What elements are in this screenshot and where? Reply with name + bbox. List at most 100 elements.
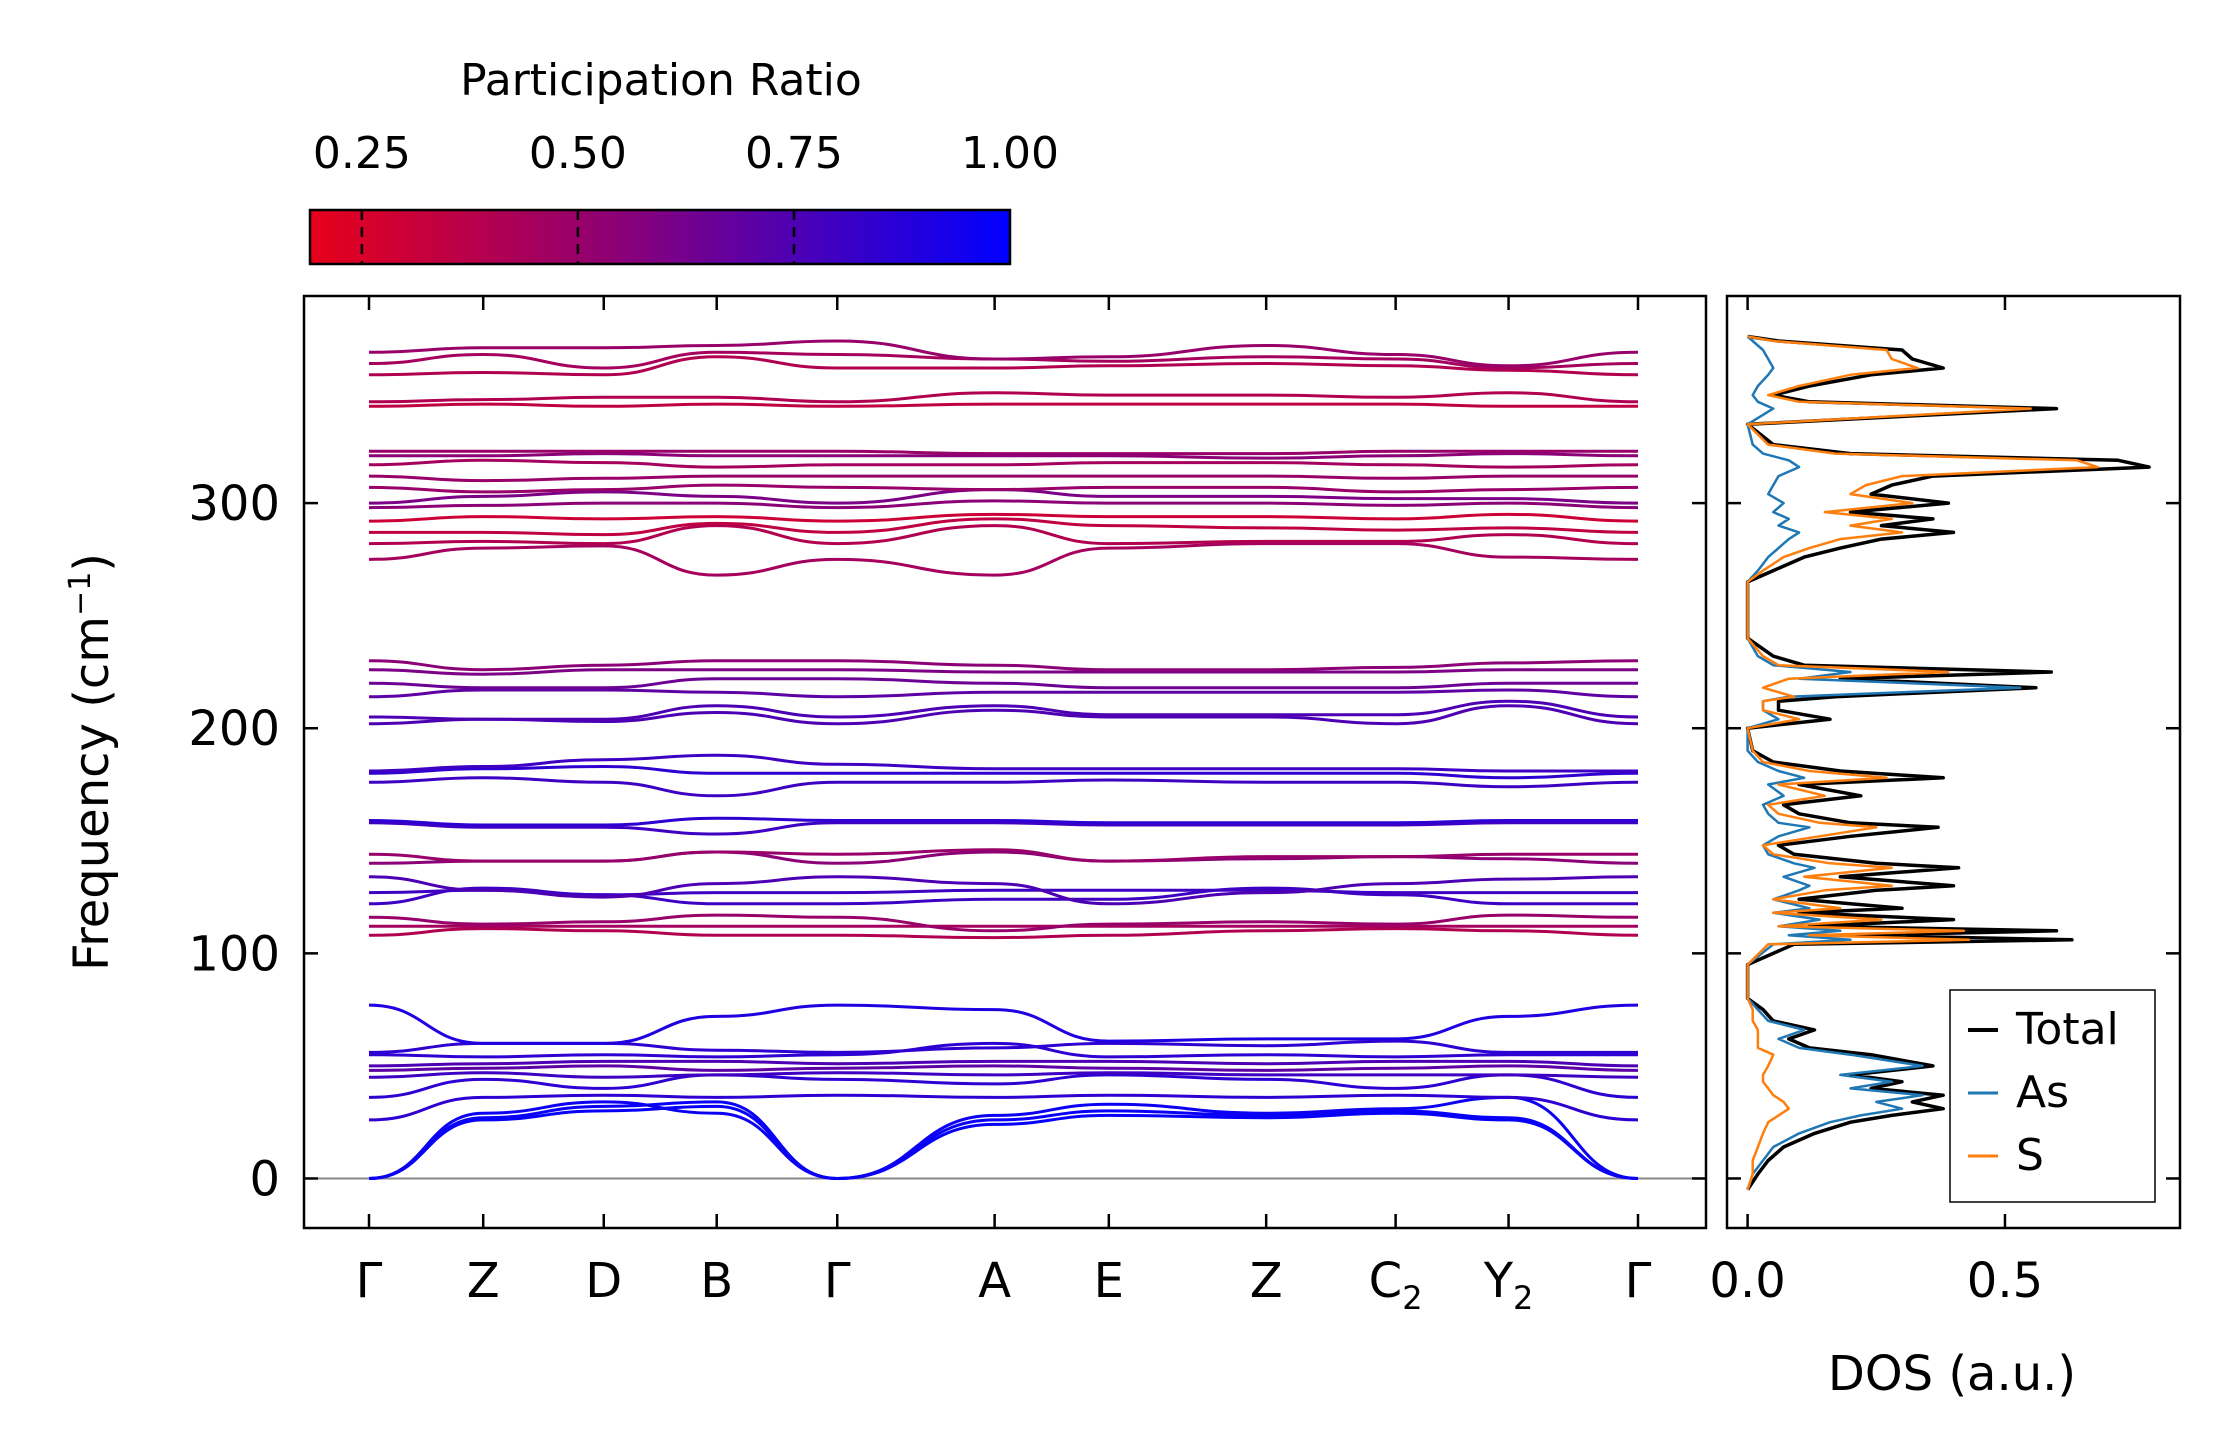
band-b31: [368, 542, 1639, 577]
band-y-ticks: 0 100 200 300: [188, 476, 1706, 1207]
band-b3: [368, 1095, 1639, 1181]
band-b14: [368, 913, 1639, 933]
band-b12: [368, 927, 1639, 940]
band-b1: [368, 1104, 1639, 1181]
legend-label-total: Total: [2015, 1004, 2119, 1055]
band-b5: [368, 1073, 1639, 1099]
band-y-tick-label: 0: [249, 1151, 280, 1207]
x-tick-letter: B: [700, 1253, 733, 1309]
colorbar-tick-label: 0.25: [313, 128, 411, 179]
dos-panel: 0.0 0.5 DOS (a.u.) Total As S: [1709, 294, 2182, 1402]
band-b30: [368, 659, 1639, 672]
y-axis-label: Frequency (cm−1): [63, 553, 120, 971]
band-b8: [368, 1059, 1639, 1068]
band-y-tick-label: 300: [188, 476, 280, 532]
band-b35: [368, 499, 1639, 510]
band-b42: [368, 402, 1638, 408]
band-b46: [368, 339, 1639, 368]
legend: Total As S: [1949, 989, 2156, 1203]
band-b17: [368, 875, 1639, 906]
band-y-tick-label: 200: [188, 701, 280, 757]
band-b28: [368, 677, 1638, 690]
dos-curves: [1745, 334, 2151, 1191]
x-tick-subscript: 2: [1402, 1279, 1422, 1317]
band-b41: [369, 449, 1638, 456]
band-b26: [368, 699, 1639, 721]
band-x-tick-label: Γ: [1625, 1253, 1652, 1309]
x-tick-letter: E: [1094, 1253, 1124, 1309]
band-b29: [368, 668, 1638, 676]
dos-curve-as: [1746, 335, 2022, 1191]
band-b23: [368, 764, 1639, 780]
band-x-tick-label: Z: [1250, 1253, 1283, 1309]
band-b37: [368, 483, 1639, 494]
band-b39: [368, 458, 1639, 469]
band-x-tick-label: E: [1094, 1253, 1124, 1309]
band-b21: [368, 816, 1638, 827]
band-b11: [368, 1003, 1639, 1045]
band-b4: [368, 1093, 1639, 1122]
band-x-tick-label: D: [585, 1253, 622, 1309]
band-x-ticks: Γ Z D B Γ A E Z C2 Y2 Γ: [356, 296, 1652, 1317]
band-b2: [368, 1100, 1639, 1181]
band-b9: [368, 1041, 1638, 1059]
x-tick-letter: Γ: [356, 1253, 383, 1309]
band-b33: [369, 517, 1639, 537]
band-b38: [368, 474, 1638, 483]
band-x-tick-label: Γ: [824, 1253, 851, 1309]
band-y-tick-label: 100: [188, 926, 280, 982]
colorbar-tick-label: 0.75: [745, 128, 843, 179]
band-b25: [368, 704, 1639, 726]
band-b27: [368, 688, 1639, 699]
band-b24: [368, 753, 1638, 773]
x-tick-subscript: 2: [1513, 1279, 1533, 1317]
x-tick-letter: D: [585, 1253, 622, 1309]
dos-curve-s: [1746, 335, 2099, 1191]
y-axis-label-main: Frequency (cm: [64, 616, 120, 971]
dos-x-tick-label: 0.0: [1709, 1253, 1785, 1309]
y-axis-label-close: ): [64, 553, 120, 572]
band-x-tick-label: Γ: [356, 1253, 383, 1309]
phonon-bands: [368, 339, 1639, 1181]
colorbar-gradient: [308, 208, 1012, 266]
colorbar: Participation Ratio 0.25 0.50 0.75 1.00: [308, 55, 1059, 266]
band-b43: [368, 391, 1639, 404]
band-x-tick-label: B: [700, 1253, 733, 1309]
legend-box: [1949, 989, 2156, 1203]
band-b20: [368, 821, 1638, 836]
x-tick-letter: C: [1369, 1253, 1403, 1309]
x-tick-letter: Y: [1483, 1253, 1514, 1309]
colorbar-title: Participation Ratio: [460, 55, 862, 106]
y-axis-label-sup: −1: [63, 572, 98, 616]
x-tick-letter: Z: [1250, 1253, 1283, 1309]
band-axes-frame: [302, 294, 1708, 1230]
colorbar-ticks: 0.25 0.50 0.75 1.00: [313, 128, 1059, 264]
band-x-tick-label: A: [978, 1253, 1011, 1309]
band-b32: [368, 524, 1639, 546]
x-tick-letter: Γ: [1625, 1253, 1652, 1309]
band-b16: [368, 888, 1638, 897]
band-x-tick-label: C2: [1369, 1253, 1423, 1317]
band-b7: [368, 1064, 1639, 1072]
colorbar-tick-label: 0.50: [529, 128, 627, 179]
colorbar-tick-label: 1.00: [961, 128, 1059, 179]
legend-label-s: S: [2016, 1130, 2044, 1181]
legend-label-as: As: [2016, 1067, 2069, 1118]
band-b6: [368, 1071, 1639, 1079]
band-b19: [368, 848, 1638, 863]
x-tick-letter: Z: [467, 1253, 500, 1309]
band-x-tick-label: Y2: [1483, 1253, 1534, 1317]
dos-x-tick-label: 0.5: [1967, 1253, 2043, 1309]
x-tick-letter: Γ: [824, 1253, 851, 1309]
dos-curve-total: [1745, 334, 2151, 1191]
band-x-tick-label: Z: [467, 1253, 500, 1309]
x-tick-letter: A: [978, 1253, 1011, 1309]
band-b44: [368, 355, 1639, 377]
band-b40: [368, 452, 1639, 460]
band-b34: [368, 512, 1639, 523]
dos-axes-frame: [1725, 294, 2182, 1230]
dos-ticks: 0.0 0.5: [1709, 296, 2180, 1309]
band-b22: [368, 776, 1639, 798]
